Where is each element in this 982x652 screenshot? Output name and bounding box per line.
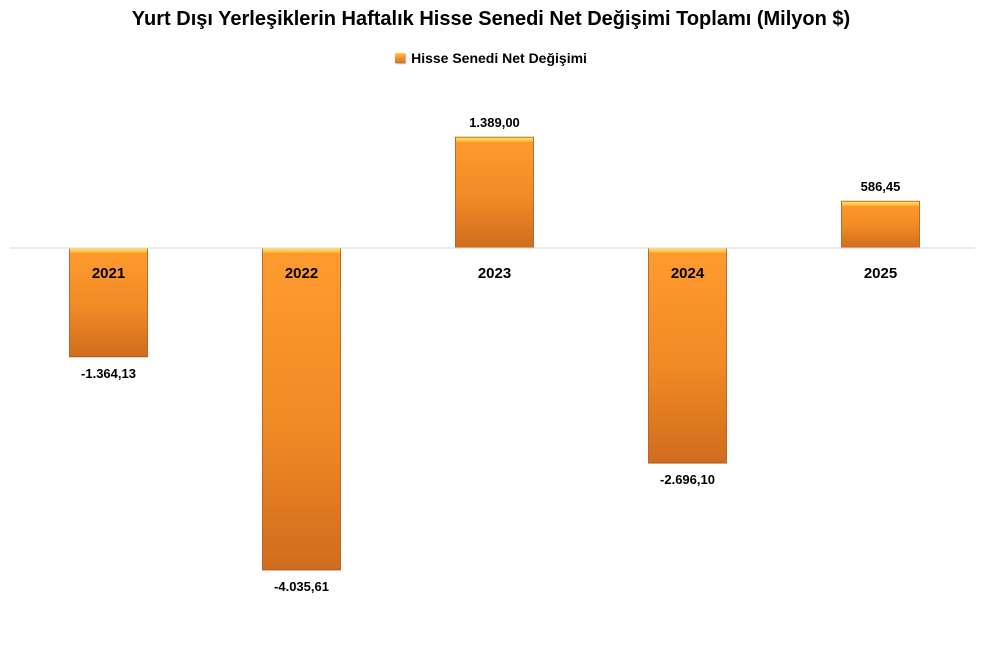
bar-2022: [262, 247, 341, 571]
labels-layer: 2021 -1.364,13 2022 -4.035,61 2023 1.389,00 20…: [81, 115, 900, 594]
bar-2021: [69, 247, 148, 358]
bar-body: [455, 136, 534, 249]
bars-layer: [69, 136, 920, 571]
bar-body: [69, 247, 148, 358]
bar-2025: [841, 200, 920, 249]
bar-cap: [842, 201, 919, 206]
bar-cap: [70, 248, 147, 253]
category-label-2024: 2024: [671, 265, 705, 282]
bar-cap: [456, 137, 533, 142]
category-label-2022: 2022: [285, 265, 318, 282]
bar-body: [262, 247, 341, 571]
category-label-2021: 2021: [92, 265, 125, 282]
data-label-2021: -1.364,13: [81, 366, 136, 381]
bar-2023: [455, 136, 534, 249]
data-label-2023: 1.389,00: [469, 115, 520, 130]
category-label-2023: 2023: [478, 265, 511, 282]
bar-2024: [648, 247, 727, 464]
bar-body: [648, 247, 727, 464]
bar-cap: [649, 248, 726, 253]
data-label-2025: 586,45: [861, 179, 901, 194]
legend-label: Hisse Senedi Net Değişimi: [411, 50, 587, 66]
bar-body: [841, 200, 920, 249]
data-label-2024: -2.696,10: [660, 472, 715, 487]
chart-title: Yurt Dışı Yerleşiklerin Haftalık Hisse S…: [131, 8, 851, 30]
data-label-2022: -4.035,61: [274, 579, 329, 594]
bar-cap: [263, 248, 340, 253]
legend-swatch: [395, 53, 406, 63]
legend: Hisse Senedi Net Değişimi: [0, 50, 982, 66]
category-label-2025: 2025: [864, 265, 897, 282]
